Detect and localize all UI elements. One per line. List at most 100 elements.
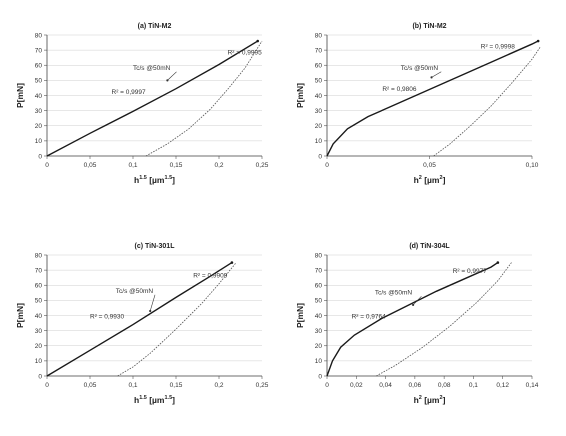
y-tick-label: 70 (315, 47, 323, 54)
y-axis-label: P[mN] (15, 303, 25, 328)
y-axis-label: P[mN] (15, 83, 25, 108)
x-tick-label: 0,2 (214, 382, 223, 389)
arrow-head (412, 303, 415, 307)
x-axis-label: h1.5 [µm1.5] (134, 395, 175, 405)
y-tick-label: 20 (315, 343, 323, 350)
x-tick-label: 0,1 (469, 382, 478, 389)
x-tick-label: 0,02 (350, 382, 363, 389)
y-tick-label: 30 (315, 328, 323, 335)
annotation-label: R² = 0,9977 (453, 268, 488, 275)
x-tick-label: 0,25 (256, 382, 269, 389)
x-tick-label: 0,05 (84, 162, 97, 169)
y-tick-label: 30 (35, 328, 43, 335)
x-tick-label: 0,15 (170, 382, 183, 389)
x-tick-label: 0,25 (256, 162, 269, 169)
series-end-point (256, 39, 260, 43)
x-tick-label: 0,15 (170, 162, 183, 169)
x-tick-label: 0 (325, 162, 329, 169)
y-tick-label: 0 (318, 153, 322, 160)
x-axis-label: h2 [µm2] (414, 395, 446, 405)
chart-title: (c) TiN-301L (135, 243, 176, 250)
y-axis-label: P[mN] (295, 83, 305, 108)
x-axis-label: h1.5 [µm1.5] (134, 175, 175, 185)
y-tick-label: 60 (35, 283, 43, 290)
series-unloading-line (117, 262, 237, 377)
series-end-point (536, 39, 540, 43)
y-tick-label: 80 (315, 252, 323, 259)
chart-title: (b) TiN-M2 (412, 23, 446, 30)
y-tick-label: 60 (315, 283, 323, 290)
series-end-point (230, 261, 234, 264)
arrow-line (431, 71, 442, 78)
y-tick-label: 10 (35, 358, 43, 365)
arrow-line (149, 294, 156, 312)
x-tick-label: 0,10 (526, 162, 539, 169)
y-tick-label: 10 (35, 138, 43, 145)
y-tick-label: 70 (35, 47, 43, 54)
series-loading-line (326, 40, 539, 157)
y-tick-label: 50 (315, 78, 323, 85)
y-tick-label: 20 (35, 123, 43, 130)
y-tick-label: 60 (35, 63, 43, 70)
annotation-label: Tc/s @50mN (375, 289, 413, 296)
annotation-label: R² = 0,9930 (90, 314, 125, 321)
annotation-label: R² = 0,9995 (228, 50, 263, 57)
annotation-label: R² = 0,9764 (352, 314, 387, 321)
y-tick-label: 30 (315, 108, 323, 115)
arrow-head (166, 79, 169, 82)
chart-panel-0: (a) TiN-M2 0 10 20 30 40 50 60 70 80 0 0,05 0,1 0,15 0… (15, 23, 269, 185)
x-tick-label: 0 (45, 382, 49, 389)
chart-panel-2: (c) TiN-301L 0 10 20 30 40 50 60 70 80 0 0,05 0,1 0,1… (15, 243, 269, 405)
annotation-label: R² = 0,9806 (382, 86, 417, 93)
annotation-label: R² = 0,9998 (481, 44, 516, 51)
arrow-head (430, 76, 433, 79)
annotation-label: R² = 0,9909 (193, 273, 228, 280)
y-tick-label: 50 (35, 298, 43, 305)
y-tick-label: 20 (35, 343, 43, 350)
y-tick-label: 0 (38, 153, 42, 160)
y-tick-label: 40 (35, 93, 43, 100)
chart-title: (d) TiN-304L (409, 243, 450, 250)
y-tick-label: 0 (318, 373, 322, 380)
x-tick-label: 0,04 (379, 382, 392, 389)
y-tick-label: 80 (35, 252, 43, 259)
y-tick-label: 40 (35, 313, 43, 320)
annotation-label: Tc/s @50mN (401, 65, 439, 72)
arrow-line (167, 71, 177, 81)
series-end-point (496, 261, 500, 264)
series-unloading-line (433, 46, 541, 157)
series-loading-line (46, 40, 259, 157)
x-tick-label: 0,1 (128, 382, 137, 389)
y-tick-label: 0 (38, 373, 42, 380)
y-tick-label: 50 (35, 78, 43, 85)
y-tick-label: 40 (315, 313, 323, 320)
series-loading-line (326, 261, 499, 377)
x-tick-label: 0,06 (409, 382, 422, 389)
chart-panel-1: (b) TiN-M2 0 10 20 30 40 50 60 70 80 0 0,05 0,10 P[mN… (295, 23, 541, 185)
y-tick-label: 60 (315, 63, 323, 70)
arrow-line (412, 296, 422, 306)
y-tick-label: 70 (315, 267, 323, 274)
x-tick-label: 0,05 (84, 382, 97, 389)
x-axis-label: h2 [µm2] (414, 175, 446, 185)
annotation-label: Tc/s @50mN (116, 288, 154, 295)
x-tick-label: 0 (45, 162, 49, 169)
series-unloading-line (145, 40, 263, 157)
y-tick-label: 80 (35, 32, 43, 39)
y-tick-label: 10 (315, 358, 323, 365)
x-tick-label: 0,08 (438, 382, 451, 389)
x-tick-label: 0,2 (214, 162, 223, 169)
x-tick-label: 0,14 (526, 382, 539, 389)
series-loading-line (46, 261, 233, 377)
x-tick-label: 0,05 (423, 162, 436, 169)
y-tick-label: 40 (315, 93, 323, 100)
annotation-label: Tc/s @50mN (133, 65, 171, 72)
y-tick-label: 10 (315, 138, 323, 145)
series-unloading-line (376, 262, 512, 377)
x-tick-label: 0 (325, 382, 329, 389)
annotation-label: R² = 0,9997 (112, 89, 147, 96)
y-tick-label: 70 (35, 267, 43, 274)
chart-panel-3: (d) TiN-304L 0 10 20 30 40 50 60 70 80 0 0,02 0,04 0,… (295, 243, 539, 405)
y-tick-label: 80 (315, 32, 323, 39)
